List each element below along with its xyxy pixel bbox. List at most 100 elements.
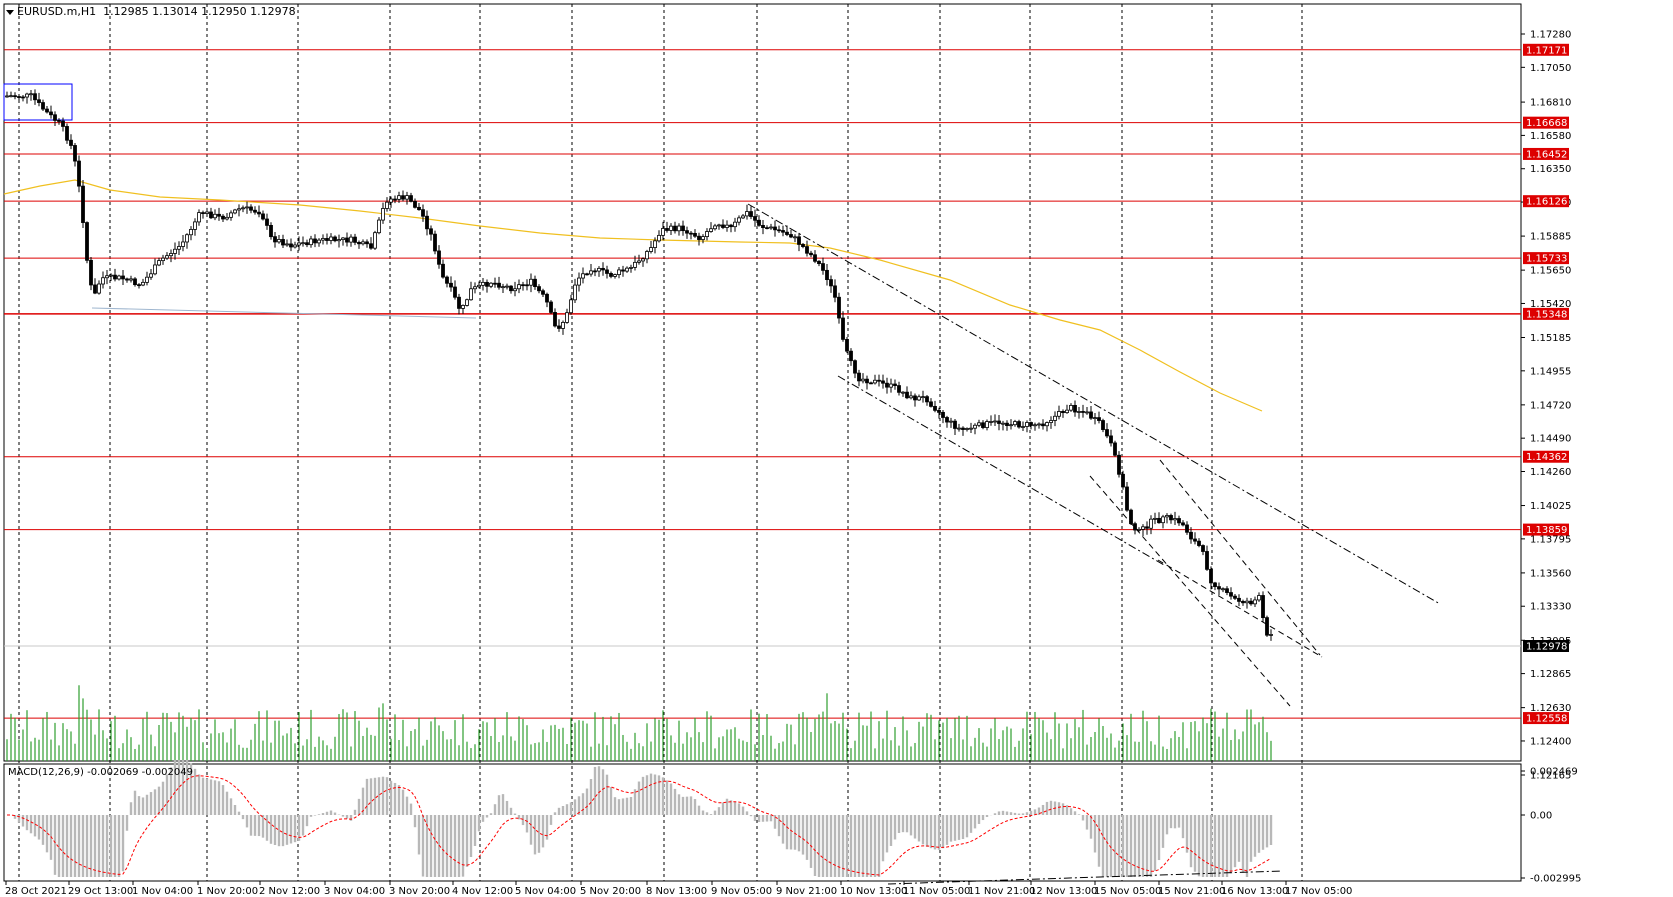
candle-body [785, 231, 789, 235]
candle-body [1201, 545, 1205, 552]
candle-body [417, 206, 421, 211]
support-trendline[interactable] [91, 307, 477, 319]
candle-body [269, 225, 273, 238]
candle-body [797, 236, 801, 245]
candle-body [605, 269, 609, 274]
candle-body [193, 221, 197, 230]
price-level-label: 1.14362 [1526, 452, 1567, 463]
candle-body [893, 383, 897, 386]
candle-body [357, 241, 361, 245]
candle-body [201, 212, 205, 215]
candle-body [473, 286, 477, 290]
candle-body [117, 275, 121, 280]
candle-body [13, 95, 17, 98]
macd-trendline[interactable] [887, 870, 1283, 885]
candle-body [1037, 423, 1041, 426]
candle-body [9, 95, 13, 98]
candle-body [129, 278, 133, 281]
time-label: 3 Nov 04:00 [324, 886, 385, 897]
time-label: 5 Nov 04:00 [515, 886, 576, 897]
candle-body [985, 421, 989, 428]
candle-body [1089, 411, 1093, 419]
candle-body [81, 185, 85, 223]
candle-body [697, 235, 701, 240]
candle-body [597, 267, 601, 272]
macd-signal-line [7, 775, 1272, 876]
candle-body [1153, 517, 1157, 520]
candle-body [441, 263, 445, 278]
candle-body [309, 238, 313, 246]
time-label: 4 Nov 12:00 [452, 886, 513, 897]
time-label: 16 Nov 13:00 [1221, 886, 1288, 897]
price-tick: 1.14955 [1530, 366, 1571, 377]
candle-body [1025, 422, 1029, 427]
macd-tick: -0.002995 [1530, 874, 1581, 885]
price-level-label: 1.13859 [1526, 525, 1567, 536]
open-price: 1.12985 [103, 5, 149, 18]
candle-body [73, 145, 77, 162]
candle-body [669, 225, 673, 231]
range-rectangle[interactable] [3, 83, 73, 121]
candle-body [1265, 617, 1269, 636]
price-tick: 1.13330 [1530, 602, 1571, 613]
candle-body [349, 236, 353, 243]
vertical-grid [18, 4, 1303, 881]
candle-body [1073, 404, 1077, 413]
candle-body [889, 383, 893, 388]
candle-body [297, 242, 301, 246]
candle-body [37, 99, 41, 103]
candlesticks [5, 89, 1273, 641]
candle-body [601, 267, 605, 271]
candle-body [1141, 526, 1145, 530]
candle-body [1177, 518, 1181, 524]
candle-body [209, 211, 213, 219]
candle-body [253, 209, 257, 213]
candle-body [897, 385, 901, 393]
candle-body [1101, 420, 1105, 430]
candle-body [437, 250, 441, 265]
price-tick: 1.12400 [1530, 736, 1571, 747]
candle-body [577, 277, 581, 286]
candle-body [421, 209, 425, 217]
candle-body [33, 93, 37, 101]
candle-body [589, 270, 593, 275]
candle-body [569, 299, 573, 314]
candle-body [1229, 592, 1233, 597]
candle-body [313, 238, 317, 244]
candle-body [121, 275, 125, 280]
candle-body [693, 232, 697, 237]
candle-body [845, 338, 849, 352]
price-level-label: 1.16452 [1526, 149, 1567, 160]
volume-bars [6, 685, 1272, 761]
candle-body [45, 108, 49, 113]
candle-body [241, 207, 245, 210]
price-level-labels: 1.17171 1.16668 1.16452 1.16126 1.15733 1.153… [1523, 43, 1569, 725]
candle-body [1097, 417, 1101, 421]
candle-body [65, 126, 69, 141]
candle-body [529, 278, 533, 286]
candle-body [161, 257, 165, 262]
candle-body [553, 312, 557, 327]
candle-body [1245, 600, 1249, 604]
chevron-down-icon[interactable] [6, 9, 14, 15]
candle-body [857, 372, 861, 382]
candle-body [461, 305, 465, 309]
candle-body [821, 263, 825, 271]
candle-body [189, 229, 193, 236]
candle-body [945, 417, 949, 423]
candle-body [905, 391, 909, 399]
time-label: 2 Nov 12:00 [259, 886, 320, 897]
channel-lines[interactable] [747, 203, 1441, 707]
candle-body [173, 248, 177, 254]
candle-body [109, 274, 113, 277]
candle-body [1013, 421, 1017, 426]
candle-body [1237, 597, 1241, 602]
candle-body [953, 420, 957, 429]
candle-body [41, 102, 45, 110]
low-price: 1.12950 [201, 5, 247, 18]
candle-body [1197, 540, 1201, 546]
candle-body [809, 252, 813, 256]
candle-body [481, 281, 485, 286]
candle-body [1005, 422, 1009, 426]
